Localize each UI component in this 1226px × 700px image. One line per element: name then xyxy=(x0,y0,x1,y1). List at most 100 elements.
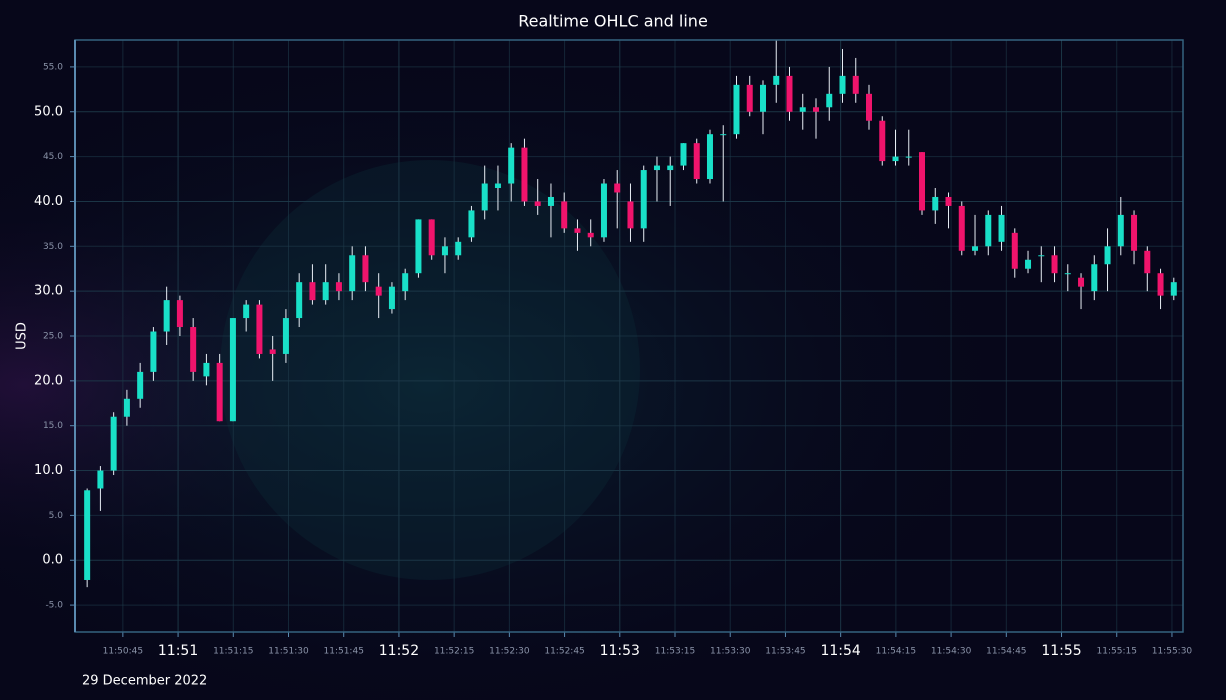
globe-decoration xyxy=(220,160,640,580)
candle-body xyxy=(375,286,382,296)
x-tick-label: 11:55:30 xyxy=(1152,647,1193,657)
x-tick-label: 11:54 xyxy=(820,643,860,659)
candle-body xyxy=(720,134,727,136)
candle-body xyxy=(905,156,912,158)
candle-body xyxy=(852,75,859,94)
candle-body xyxy=(1025,259,1032,269)
candle-body xyxy=(587,232,594,238)
y-tick-label: 10.0 xyxy=(34,463,63,478)
date-label: 29 December 2022 xyxy=(82,674,207,689)
candle-body xyxy=(667,165,674,171)
x-tick-label: 11:52:30 xyxy=(489,647,530,657)
candle-body xyxy=(839,75,846,94)
candle-body xyxy=(481,183,488,211)
x-tick-label: 11:53:45 xyxy=(765,647,805,657)
x-tick-label: 11:55:15 xyxy=(1097,647,1137,657)
candle-body xyxy=(600,183,607,238)
candle-body xyxy=(1170,282,1177,296)
y-tick-label: 15.0 xyxy=(43,421,63,431)
candle-body xyxy=(1091,264,1098,292)
candle-body xyxy=(640,170,647,229)
x-tick-label: 11:54:30 xyxy=(931,647,972,657)
candle-body xyxy=(614,183,621,193)
candle-body xyxy=(163,300,170,332)
y-tick-label: 45.0 xyxy=(43,152,63,162)
y-tick-label: 5.0 xyxy=(49,511,64,521)
candle-body xyxy=(706,134,713,180)
candle-body xyxy=(508,147,515,184)
candle-body xyxy=(229,318,236,422)
candle-body xyxy=(892,156,899,162)
x-tick-label: 11:52 xyxy=(379,643,419,659)
candle-body xyxy=(985,214,992,247)
candle-body xyxy=(521,147,528,202)
candle-body xyxy=(866,93,873,121)
candle-body xyxy=(574,228,581,233)
candle-body xyxy=(243,304,250,319)
y-tick-label: 30.0 xyxy=(34,284,63,299)
candle-body xyxy=(759,84,766,112)
candle-body xyxy=(1064,273,1071,275)
candle-body xyxy=(468,210,475,238)
candle-body xyxy=(932,196,939,211)
y-tick-label: 20.0 xyxy=(34,373,63,388)
candle-body xyxy=(879,120,886,162)
candle-body xyxy=(746,84,753,112)
x-tick-label: 11:55 xyxy=(1041,643,1081,659)
candle-body xyxy=(282,318,289,354)
y-axis-title: USD xyxy=(15,322,30,350)
candle-body xyxy=(402,273,409,292)
candle-body xyxy=(216,362,223,422)
x-tick-label: 11:53:30 xyxy=(710,647,751,657)
candle-body xyxy=(203,362,210,377)
candle-body xyxy=(110,416,117,471)
candle-body xyxy=(137,371,144,399)
candle-body xyxy=(1104,246,1111,265)
candle-body xyxy=(561,201,568,229)
chart-title: Realtime OHLC and line xyxy=(518,12,708,31)
candle-body xyxy=(176,300,183,328)
candle-body xyxy=(415,219,422,274)
y-tick-label: 40.0 xyxy=(34,194,63,209)
candle-body xyxy=(428,219,435,256)
candle-body xyxy=(1144,250,1151,274)
candle-body xyxy=(826,93,833,108)
x-tick-label: 11:52:45 xyxy=(544,647,584,657)
x-tick-label: 11:51 xyxy=(158,643,198,659)
candle-body xyxy=(680,143,687,166)
candle-body xyxy=(998,214,1005,242)
candle-body xyxy=(773,75,780,85)
candle-body xyxy=(958,205,965,251)
candle-body xyxy=(269,349,276,354)
candle-body xyxy=(799,107,806,112)
candle-body xyxy=(1051,255,1058,274)
y-tick-label: 0.0 xyxy=(42,553,63,568)
y-tick-label: 35.0 xyxy=(43,242,63,252)
candle-body xyxy=(1157,273,1164,296)
candle-body xyxy=(1011,232,1018,269)
candle-body xyxy=(534,201,541,206)
candle-body xyxy=(123,398,130,417)
x-tick-label: 11:53 xyxy=(600,643,640,659)
candle-body xyxy=(653,165,660,171)
candle-body xyxy=(547,196,554,206)
x-tick-label: 11:53:15 xyxy=(655,647,695,657)
candle-body xyxy=(296,282,303,319)
x-tick-label: 11:50:45 xyxy=(103,647,143,657)
candle-body xyxy=(309,282,316,301)
candle-body xyxy=(190,327,197,372)
candle-body xyxy=(627,201,634,229)
candle-body xyxy=(1038,255,1045,257)
candle-body xyxy=(335,282,342,292)
candle-body xyxy=(349,255,356,292)
candle-body xyxy=(84,490,91,580)
candle-body xyxy=(786,75,793,112)
y-tick-label: 55.0 xyxy=(43,62,63,72)
candle-body xyxy=(972,246,979,251)
candle-body xyxy=(256,304,263,354)
candle-body xyxy=(812,107,819,112)
candle-body xyxy=(388,286,395,310)
candle-body xyxy=(441,246,448,256)
